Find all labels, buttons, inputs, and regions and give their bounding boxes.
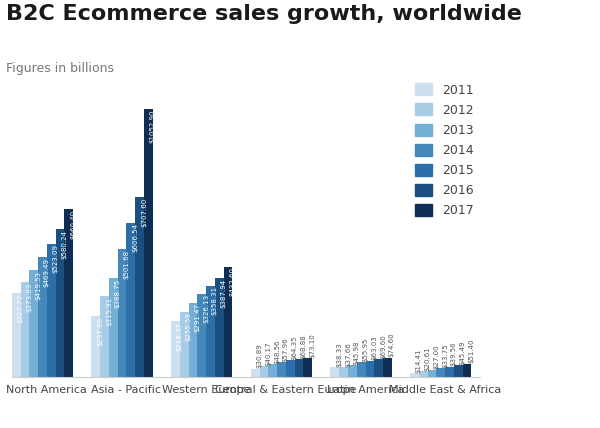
Bar [445,367,454,377]
Text: $73.10: $73.10 [309,333,315,358]
Bar [251,369,260,377]
Text: $37.66: $37.66 [345,342,351,367]
Text: $55.95: $55.95 [362,338,368,362]
Bar [286,360,295,377]
Text: $315.91: $315.91 [106,297,112,326]
Bar [374,359,383,377]
Bar [419,372,428,377]
Text: $387.94: $387.94 [221,279,227,308]
Text: $291.47: $291.47 [194,303,200,332]
Bar [56,229,64,377]
Bar [118,249,127,377]
Text: $1052.90: $1052.90 [150,110,156,143]
Text: $38.33: $38.33 [336,342,342,366]
Text: $33.75: $33.75 [442,343,448,368]
Bar [206,285,215,377]
Text: $69.60: $69.60 [380,334,386,359]
Bar [109,278,118,377]
Text: $68.88: $68.88 [301,334,307,359]
Text: $580.24: $580.24 [61,230,67,259]
Bar [135,197,144,377]
Bar [224,267,232,377]
Text: $40.17: $40.17 [265,342,271,366]
Text: $606.54: $606.54 [132,223,138,252]
Text: $358.31: $358.31 [212,286,218,315]
Text: $39.56: $39.56 [451,342,457,366]
Text: $255.59: $255.59 [185,312,191,341]
Text: $388.75: $388.75 [115,279,121,308]
Bar [348,365,357,377]
Bar [295,359,304,377]
Text: $501.68: $501.68 [124,250,130,279]
Bar [268,364,277,377]
Text: $45.98: $45.98 [354,340,360,365]
Text: $326.13: $326.13 [203,294,209,324]
Bar [260,366,268,377]
Text: $523.09: $523.09 [53,244,59,273]
Bar [304,358,312,377]
Bar [180,312,188,377]
Bar [197,294,206,377]
Bar [144,109,153,377]
Bar [410,373,419,377]
Bar [64,209,73,377]
Bar [171,321,180,377]
Bar [29,270,38,377]
Text: $45.49: $45.49 [460,340,466,365]
Bar [436,368,445,377]
Bar [383,358,392,377]
Bar [331,367,339,377]
Bar [357,363,365,377]
Text: $469.49: $469.49 [44,258,50,287]
Text: $419.53: $419.53 [35,270,41,300]
Bar [428,370,436,377]
Bar [100,297,109,377]
Bar [20,282,29,377]
Text: $74.60: $74.60 [389,333,395,357]
Text: $432.60: $432.60 [229,268,235,296]
Text: $57.96: $57.96 [283,337,289,362]
Text: $327.77: $327.77 [17,294,23,323]
Text: $48.56: $48.56 [274,339,280,364]
Bar [12,294,20,377]
Text: $27.00: $27.00 [433,345,439,369]
Text: $51.40: $51.40 [469,339,475,363]
Bar [127,223,135,377]
Text: $707.60: $707.60 [141,197,147,227]
Text: $218.37: $218.37 [177,322,183,351]
Text: $660.40: $660.40 [70,209,76,238]
Bar [215,278,224,377]
Text: $237.86: $237.86 [97,317,103,346]
Bar [91,316,100,377]
Bar [188,303,197,377]
Text: B2C Ecommerce sales growth, worldwide: B2C Ecommerce sales growth, worldwide [6,4,522,24]
Bar [454,365,463,377]
Text: $64.35: $64.35 [292,336,298,360]
Text: $20.61: $20.61 [425,346,431,371]
Bar [277,362,286,377]
Bar [463,364,472,377]
Text: $14.41: $14.41 [416,348,422,373]
Text: $373.03: $373.03 [26,282,32,312]
Legend: 2011, 2012, 2013, 2014, 2015, 2016, 2017: 2011, 2012, 2013, 2014, 2015, 2016, 2017 [415,83,474,217]
Text: $30.89: $30.89 [257,344,263,369]
Text: Figures in billions: Figures in billions [6,62,114,75]
Bar [365,361,374,377]
Bar [339,367,348,377]
Bar [38,257,47,377]
Bar [47,244,56,377]
Text: $63.03: $63.03 [371,336,377,360]
